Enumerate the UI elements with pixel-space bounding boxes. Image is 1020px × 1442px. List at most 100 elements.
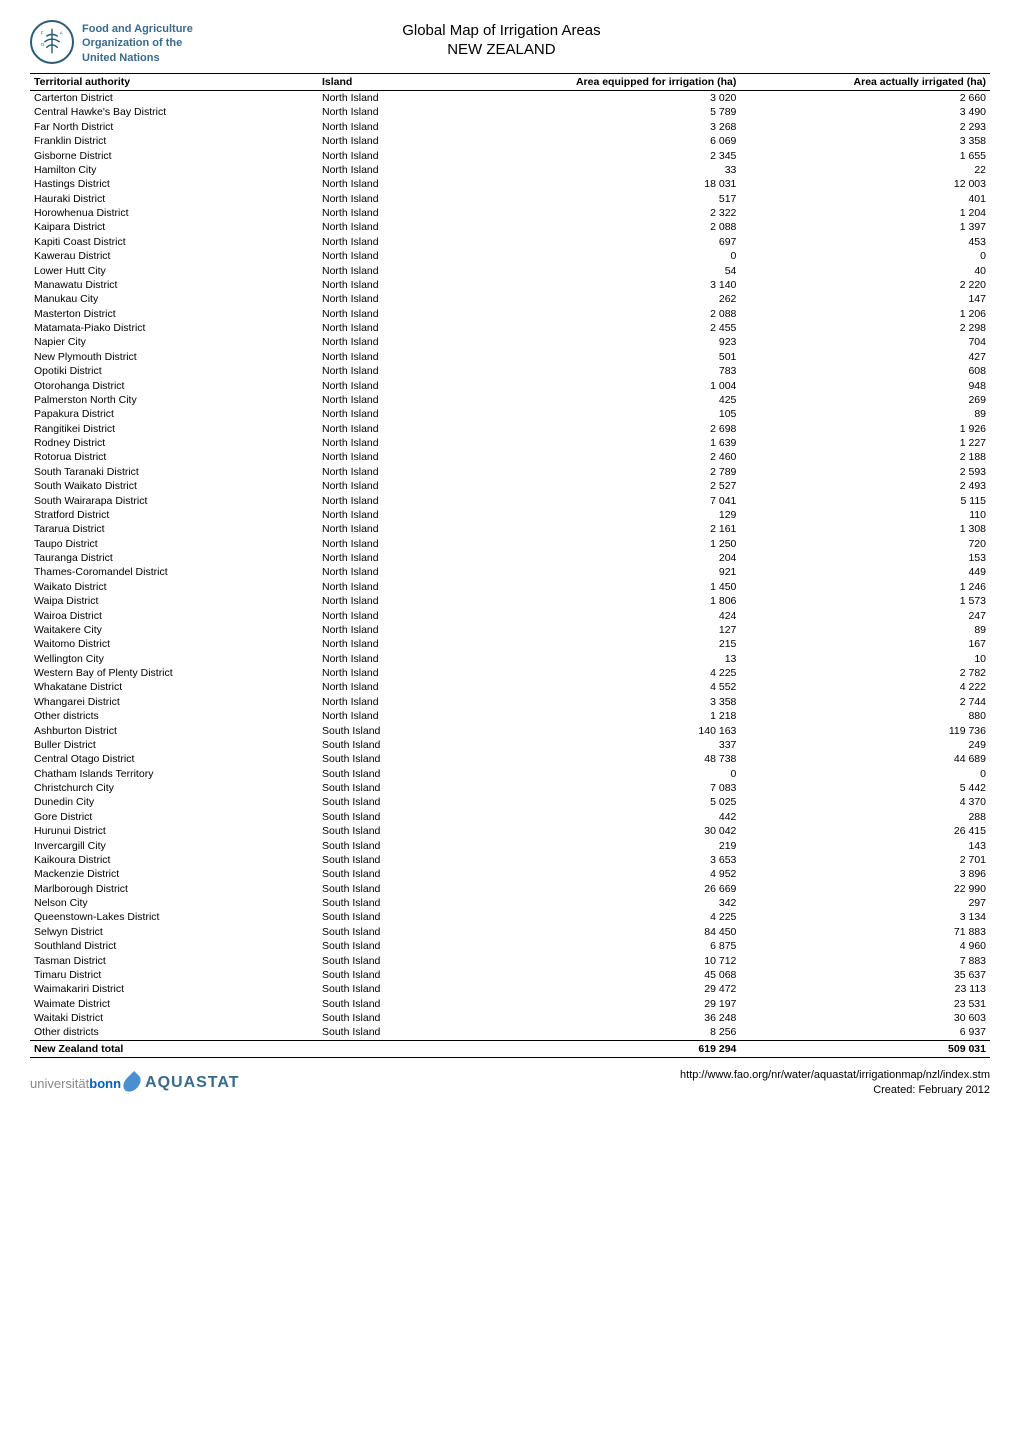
cell-island: North Island: [318, 120, 491, 134]
cell-irrigated: 71 883: [740, 925, 990, 939]
cell-island: South Island: [318, 810, 491, 824]
cell-irrigated: 880: [740, 709, 990, 723]
table-row: Hamilton CityNorth Island3322: [30, 163, 990, 177]
cell-island: North Island: [318, 551, 491, 565]
cell-territory: Dunedin City: [30, 795, 318, 809]
cell-island: North Island: [318, 263, 491, 277]
cell-irrigated: 2 744: [740, 695, 990, 709]
table-row: Selwyn DistrictSouth Island84 45071 883: [30, 925, 990, 939]
cell-irrigated: 269: [740, 393, 990, 407]
cell-island: North Island: [318, 652, 491, 666]
cell-island: North Island: [318, 493, 491, 507]
cell-irrigated: 23 113: [740, 982, 990, 996]
table-row: Papakura DistrictNorth Island10589: [30, 407, 990, 421]
cell-equipped: 6 069: [491, 134, 741, 148]
document-footer: universitätbonn AQUASTAT http://www.fao.…: [30, 1068, 990, 1099]
cell-equipped: 2 322: [491, 206, 741, 220]
table-row: Masterton DistrictNorth Island2 0881 206: [30, 307, 990, 321]
cell-island: South Island: [318, 752, 491, 766]
cell-territory: Franklin District: [30, 134, 318, 148]
cell-territory: Tasman District: [30, 953, 318, 967]
cell-territory: Manawatu District: [30, 278, 318, 292]
cell-irrigated: 4 222: [740, 680, 990, 694]
table-row: Stratford DistrictNorth Island129110: [30, 508, 990, 522]
cell-equipped: 7 083: [491, 781, 741, 795]
cell-territory: Ashburton District: [30, 723, 318, 737]
cell-irrigated: 110: [740, 508, 990, 522]
org-line-3: United Nations: [82, 51, 193, 65]
cell-equipped: 33: [491, 163, 741, 177]
cell-irrigated: 1 204: [740, 206, 990, 220]
cell-equipped: 501: [491, 350, 741, 364]
cell-irrigated: 453: [740, 235, 990, 249]
cell-equipped: 127: [491, 623, 741, 637]
cell-territory: Wellington City: [30, 652, 318, 666]
cell-island: South Island: [318, 968, 491, 982]
cell-irrigated: 89: [740, 623, 990, 637]
cell-irrigated: 704: [740, 335, 990, 349]
table-row: Gisborne DistrictNorth Island2 3451 655: [30, 148, 990, 162]
col-header-equipped: Area equipped for irrigation (ha): [491, 73, 741, 90]
cell-irrigated: 948: [740, 378, 990, 392]
cell-equipped: 424: [491, 608, 741, 622]
cell-irrigated: 2 293: [740, 120, 990, 134]
cell-territory: Invercargill City: [30, 838, 318, 852]
cell-irrigated: 247: [740, 608, 990, 622]
org-line-2: Organization of the: [82, 36, 193, 50]
table-row: Chatham Islands TerritorySouth Island00: [30, 767, 990, 781]
cell-island: North Island: [318, 594, 491, 608]
cell-equipped: 923: [491, 335, 741, 349]
cell-territory: Chatham Islands Territory: [30, 767, 318, 781]
cell-island: North Island: [318, 364, 491, 378]
table-row: Waitakere CityNorth Island12789: [30, 623, 990, 637]
aquastat-logo: AQUASTAT: [125, 1073, 240, 1093]
cell-irrigated: 3 490: [740, 105, 990, 119]
table-row: Hastings DistrictNorth Island18 03112 00…: [30, 177, 990, 191]
footer-url: http://www.fao.org/nr/water/aquastat/irr…: [680, 1068, 990, 1083]
cell-irrigated: 22: [740, 163, 990, 177]
cell-territory: Waimate District: [30, 997, 318, 1011]
org-line-1: Food and Agriculture: [82, 22, 193, 36]
cell-territory: Other districts: [30, 1025, 318, 1040]
cell-island: North Island: [318, 565, 491, 579]
table-row: Otorohanga DistrictNorth Island1 004948: [30, 378, 990, 392]
cell-irrigated: 4 960: [740, 939, 990, 953]
cell-territory: Thames-Coromandel District: [30, 565, 318, 579]
table-row: Marlborough DistrictSouth Island26 66922…: [30, 882, 990, 896]
cell-equipped: 4 225: [491, 666, 741, 680]
cell-island: South Island: [318, 738, 491, 752]
cell-island: North Island: [318, 335, 491, 349]
cell-territory: Hamilton City: [30, 163, 318, 177]
cell-island: South Island: [318, 910, 491, 924]
cell-irrigated: 720: [740, 537, 990, 551]
cell-equipped: 697: [491, 235, 741, 249]
cell-territory: Waimakariri District: [30, 982, 318, 996]
cell-territory: Marlborough District: [30, 882, 318, 896]
cell-equipped: 2 161: [491, 522, 741, 536]
cell-equipped: 7 041: [491, 493, 741, 507]
cell-territory: Wairoa District: [30, 608, 318, 622]
cell-equipped: 48 738: [491, 752, 741, 766]
water-drop-icon: [120, 1071, 144, 1095]
cell-island: North Island: [318, 292, 491, 306]
cell-territory: Gisborne District: [30, 148, 318, 162]
table-row: Tasman DistrictSouth Island10 7127 883: [30, 953, 990, 967]
table-row: South Taranaki DistrictNorth Island2 789…: [30, 465, 990, 479]
cell-island: South Island: [318, 723, 491, 737]
cell-irrigated: 12 003: [740, 177, 990, 191]
svg-text:O: O: [41, 42, 45, 48]
cell-irrigated: 3 358: [740, 134, 990, 148]
cell-island: North Island: [318, 163, 491, 177]
table-row: Kaipara DistrictNorth Island2 0881 397: [30, 220, 990, 234]
cell-irrigated: 0: [740, 767, 990, 781]
table-row: Central Otago DistrictSouth Island48 738…: [30, 752, 990, 766]
table-row: Ashburton DistrictSouth Island140 163119…: [30, 723, 990, 737]
cell-equipped: 5 025: [491, 795, 741, 809]
uni-bonn: bonn: [89, 1076, 121, 1091]
cell-equipped: 26 669: [491, 882, 741, 896]
cell-island: North Island: [318, 148, 491, 162]
cell-equipped: 3 653: [491, 853, 741, 867]
cell-territory: Rodney District: [30, 436, 318, 450]
cell-island: North Island: [318, 537, 491, 551]
cell-equipped: 1 004: [491, 378, 741, 392]
